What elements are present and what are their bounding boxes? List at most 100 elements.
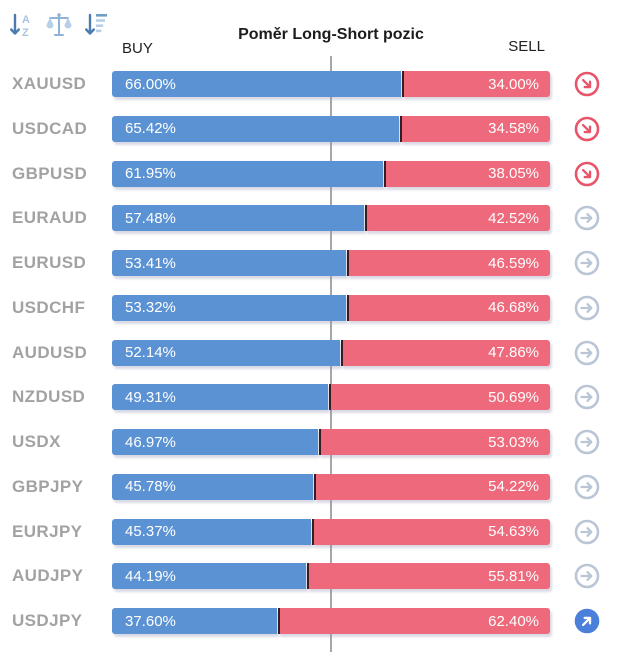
instrument-row: USDCAD 65.42% 34.58% bbox=[0, 115, 622, 142]
sell-percent-label: 46.68% bbox=[488, 299, 539, 317]
instrument-symbol: USDX bbox=[12, 432, 61, 451]
sell-bar-segment: 46.59% bbox=[346, 250, 550, 276]
instrument-symbol: EURJPY bbox=[12, 521, 83, 541]
sell-bar-segment: 55.81% bbox=[306, 563, 550, 590]
long-short-bar: 65.42% 34.58% bbox=[112, 115, 550, 142]
long-short-bar: 61.95% 38.05% bbox=[112, 160, 550, 187]
instrument-symbol: EURUSD bbox=[12, 253, 87, 272]
arrow-right-circle-icon[interactable] bbox=[574, 205, 600, 231]
long-short-bar: 44.19% 55.81% bbox=[112, 563, 550, 590]
widget-title: Poměr Long-Short pozic bbox=[238, 26, 424, 43]
arrow-up-right-circle-icon[interactable] bbox=[574, 608, 600, 634]
instrument-symbol: AUDUSD bbox=[12, 342, 88, 362]
sell-percent-label: 42.52% bbox=[488, 209, 539, 227]
sell-bar-segment: 34.00% bbox=[402, 71, 550, 97]
sell-bar-segment: 42.52% bbox=[364, 205, 550, 232]
buy-bar-segment: 61.95% bbox=[112, 160, 384, 187]
buy-bar-segment: 46.97% bbox=[112, 429, 318, 455]
instrument-row: EURAUD 57.48% 42.52% bbox=[0, 205, 622, 232]
instrument-symbol: XAUUSD bbox=[12, 74, 87, 93]
svg-text:A: A bbox=[22, 14, 30, 26]
sell-percent-label: 54.22% bbox=[488, 478, 539, 496]
long-short-bar: 49.31% 50.69% bbox=[112, 384, 550, 411]
instrument-row: XAUUSD 66.00% 34.00% bbox=[0, 71, 622, 97]
arrow-right-circle-icon[interactable] bbox=[574, 474, 600, 500]
arrow-right-circle-icon[interactable] bbox=[574, 563, 600, 589]
sell-bar-segment: 62.40% bbox=[277, 608, 550, 634]
sell-percent-label: 50.69% bbox=[488, 388, 539, 406]
sell-bar-segment: 53.03% bbox=[318, 429, 550, 455]
arrow-down-right-circle-icon[interactable] bbox=[574, 161, 600, 187]
buy-percent-label: 57.48% bbox=[125, 209, 176, 227]
buy-percent-label: 46.97% bbox=[125, 433, 176, 451]
balance-scale-icon[interactable] bbox=[45, 10, 73, 40]
instrument-symbol: GBPUSD bbox=[12, 163, 88, 183]
buy-column-header: BUY bbox=[122, 40, 153, 57]
sell-percent-label: 62.40% bbox=[488, 612, 539, 630]
sell-bar-segment: 47.86% bbox=[341, 339, 550, 366]
instrument-row: GBPJPY 45.78% 54.22% bbox=[0, 473, 622, 500]
buy-bar-segment: 57.48% bbox=[112, 205, 364, 232]
arrow-right-circle-icon[interactable] bbox=[574, 295, 600, 321]
instrument-row: NZDUSD 49.31% 50.69% bbox=[0, 384, 622, 411]
buy-bar-segment: 52.14% bbox=[112, 339, 341, 366]
buy-percent-label: 65.42% bbox=[125, 120, 176, 138]
sell-percent-label: 46.59% bbox=[488, 254, 539, 272]
long-short-bar: 53.41% 46.59% bbox=[112, 250, 550, 276]
sell-percent-label: 34.58% bbox=[488, 120, 539, 138]
instrument-symbol: USDCHF bbox=[12, 297, 86, 317]
arrow-right-circle-icon[interactable] bbox=[574, 429, 600, 455]
instrument-row: AUDJPY 44.19% 55.81% bbox=[0, 563, 622, 590]
sell-bar-segment: 34.58% bbox=[399, 115, 550, 142]
sell-bar-segment: 54.63% bbox=[311, 518, 550, 545]
arrow-right-circle-icon[interactable] bbox=[574, 250, 600, 276]
buy-percent-label: 61.95% bbox=[125, 165, 176, 182]
buy-percent-label: 45.37% bbox=[125, 523, 176, 540]
instrument-symbol: NZDUSD bbox=[12, 387, 86, 407]
sort-amount-icon[interactable] bbox=[82, 10, 110, 40]
buy-percent-label: 37.60% bbox=[125, 612, 176, 630]
buy-bar-segment: 37.60% bbox=[112, 608, 277, 634]
buy-bar-segment: 53.41% bbox=[112, 250, 346, 276]
instrument-row: AUDUSD 52.14% 47.86% bbox=[0, 339, 622, 366]
instrument-row: USDX 46.97% 53.03% bbox=[0, 429, 622, 455]
sort-alphabetical-icon[interactable]: A Z bbox=[8, 10, 36, 40]
buy-bar-segment: 66.00% bbox=[112, 71, 402, 97]
svg-text:Z: Z bbox=[22, 27, 29, 39]
sell-bar-segment: 38.05% bbox=[384, 160, 550, 187]
buy-bar-segment: 53.32% bbox=[112, 294, 346, 321]
sell-percent-label: 53.03% bbox=[488, 433, 539, 451]
buy-bar-segment: 45.78% bbox=[112, 473, 313, 500]
sell-percent-label: 34.00% bbox=[488, 75, 539, 93]
buy-bar-segment: 44.19% bbox=[112, 563, 306, 590]
buy-percent-label: 49.31% bbox=[125, 388, 176, 406]
arrow-down-right-circle-icon[interactable] bbox=[574, 116, 600, 142]
long-short-bar: 53.32% 46.68% bbox=[112, 294, 550, 321]
sell-percent-label: 47.86% bbox=[488, 344, 539, 361]
instrument-symbol: USDJPY bbox=[12, 611, 83, 630]
instrument-row: USDJPY 37.60% 62.40% bbox=[0, 608, 622, 634]
long-short-bar: 37.60% 62.40% bbox=[112, 608, 550, 634]
long-short-bar: 66.00% 34.00% bbox=[112, 71, 550, 97]
arrow-right-circle-icon[interactable] bbox=[574, 519, 600, 545]
arrow-right-circle-icon[interactable] bbox=[574, 340, 600, 366]
instrument-symbol: USDCAD bbox=[12, 118, 88, 138]
long-short-bar: 45.37% 54.63% bbox=[112, 518, 550, 545]
arrow-right-circle-icon[interactable] bbox=[574, 384, 600, 410]
buy-percent-label: 52.14% bbox=[125, 344, 176, 361]
arrow-down-right-circle-icon[interactable] bbox=[574, 71, 600, 97]
long-short-bar: 45.78% 54.22% bbox=[112, 473, 550, 500]
instrument-row: EURUSD 53.41% 46.59% bbox=[0, 250, 622, 276]
buy-bar-segment: 65.42% bbox=[112, 115, 399, 142]
sell-bar-segment: 50.69% bbox=[328, 384, 550, 411]
instrument-row: USDCHF 53.32% 46.68% bbox=[0, 294, 622, 321]
sort-toolbar: A Z bbox=[8, 10, 110, 40]
instrument-row: GBPUSD 61.95% 38.05% bbox=[0, 160, 622, 187]
buy-percent-label: 53.32% bbox=[125, 299, 176, 317]
instrument-symbol: AUDJPY bbox=[12, 566, 84, 586]
instrument-row: EURJPY 45.37% 54.63% bbox=[0, 518, 622, 545]
sell-bar-segment: 46.68% bbox=[346, 294, 550, 321]
buy-percent-label: 44.19% bbox=[125, 567, 176, 585]
